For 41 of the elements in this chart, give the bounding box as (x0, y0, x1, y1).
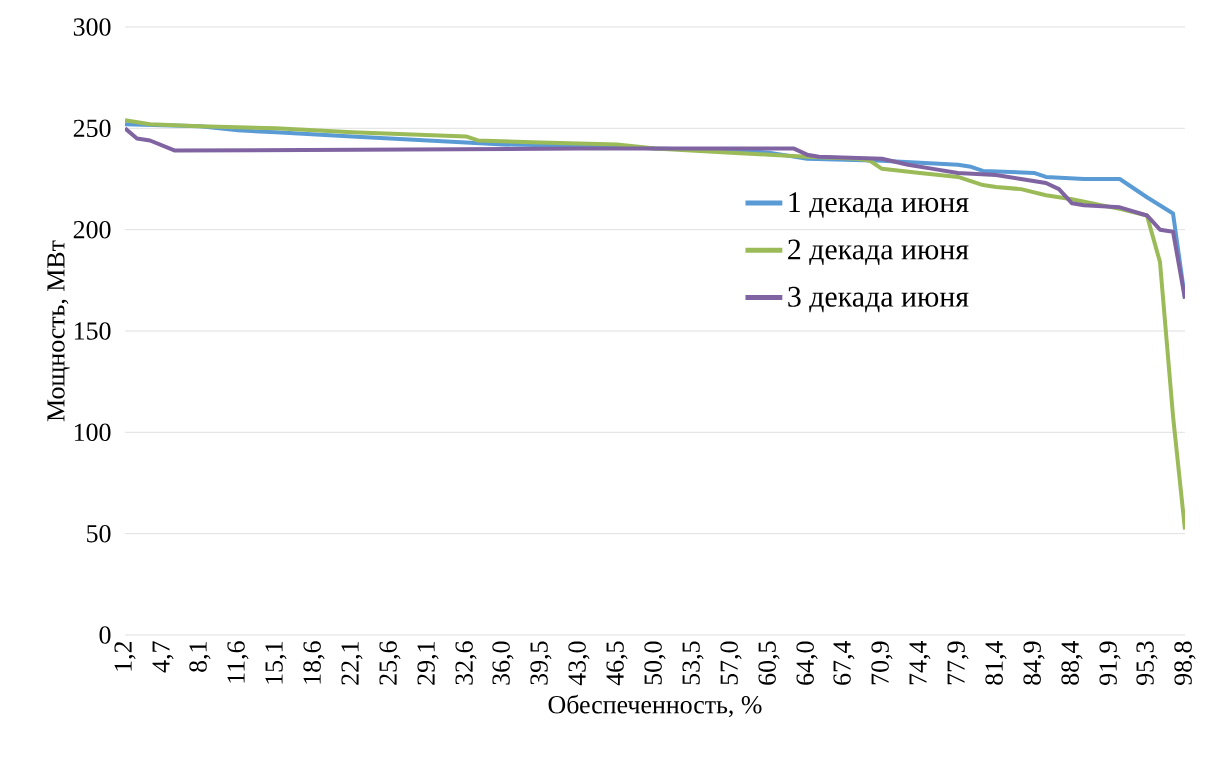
y-tick-label: 100 (74, 423, 111, 442)
x-tick-label: 15,1 (265, 642, 287, 684)
x-tick-label: 11,6 (227, 641, 249, 683)
x-tick-label: 57,0 (720, 641, 742, 685)
x-tick-label: 29,1 (417, 642, 439, 685)
x-tick-label: 32,6 (455, 641, 477, 685)
x-tick-label: 74,4 (909, 640, 931, 685)
x-tick-label: 60,5 (758, 641, 780, 685)
x-tick-label: 43,0 (568, 641, 590, 686)
y-tick-label: 0 (99, 626, 111, 644)
x-tick-label: 88,4 (1061, 640, 1083, 685)
x-tick-label: 91,9 (1099, 641, 1121, 686)
x-tick-label: 95,3 (1136, 641, 1158, 686)
x-axis-title: Обеспеченность, % (548, 694, 762, 718)
x-tick-label: 46,5 (606, 641, 628, 686)
legend-label: 1 декада июня (789, 192, 969, 218)
x-tick-label: 50,0 (644, 641, 666, 685)
x-tick-label: 22,1 (341, 642, 363, 685)
x-tick-label: 81,4 (985, 640, 1007, 685)
y-tick-label: 50 (87, 524, 111, 543)
x-tick-label: 77,9 (947, 641, 969, 685)
x-tick-label: 18,6 (303, 641, 325, 684)
y-tick-label: 300 (73, 18, 111, 36)
x-tick-label: 84,9 (1023, 641, 1045, 685)
x-tick-label: 67,4 (833, 640, 855, 685)
x-tick-label: 4,7 (152, 641, 174, 673)
x-tick-label: 1,2 (114, 641, 136, 671)
x-tick-label: 64,0 (796, 641, 818, 685)
x-tick-label: 98,8 (1174, 641, 1196, 686)
y-tick-label: 250 (73, 119, 111, 138)
legend-label: 3 декада июня (788, 286, 969, 313)
x-tick-label: 53,5 (682, 641, 704, 685)
x-tick-label: 8,1 (189, 642, 211, 672)
x-tick-label: 39,5 (530, 641, 552, 685)
y-tick-label: 200 (73, 220, 111, 239)
x-tick-label: 70,9 (871, 641, 893, 685)
legend-label: 2 декада июня (788, 239, 969, 266)
y-axis-title: Мощность, МВт (47, 240, 70, 422)
x-tick-label: 36,0 (492, 641, 514, 685)
x-tick-label: 25,6 (379, 641, 401, 685)
y-tick-label: 150 (74, 322, 111, 340)
